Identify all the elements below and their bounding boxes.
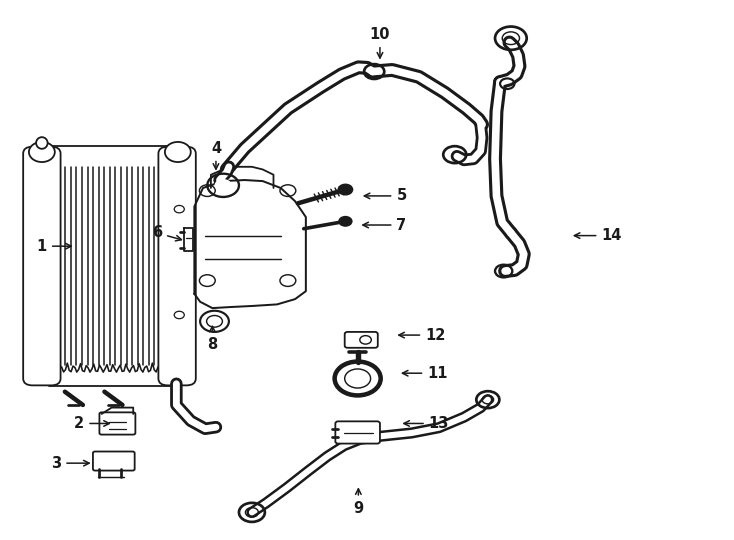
Text: 4: 4 xyxy=(211,141,221,169)
Text: 5: 5 xyxy=(364,188,407,204)
Text: 3: 3 xyxy=(51,456,89,471)
Text: 14: 14 xyxy=(574,228,622,243)
Text: 8: 8 xyxy=(207,326,217,352)
FancyBboxPatch shape xyxy=(159,147,196,386)
FancyBboxPatch shape xyxy=(345,332,378,348)
FancyBboxPatch shape xyxy=(99,413,135,435)
Text: 11: 11 xyxy=(402,366,448,381)
Text: 10: 10 xyxy=(370,27,390,58)
Text: 7: 7 xyxy=(363,218,407,233)
Ellipse shape xyxy=(165,142,191,162)
Text: 12: 12 xyxy=(399,328,446,342)
Text: 9: 9 xyxy=(353,489,363,516)
Text: 2: 2 xyxy=(74,416,109,431)
FancyBboxPatch shape xyxy=(23,147,61,386)
Text: 13: 13 xyxy=(404,416,449,431)
Text: 1: 1 xyxy=(37,239,71,254)
Text: 6: 6 xyxy=(152,226,181,241)
FancyBboxPatch shape xyxy=(335,421,380,443)
Circle shape xyxy=(338,184,352,195)
Circle shape xyxy=(339,217,352,226)
Ellipse shape xyxy=(36,137,48,149)
Circle shape xyxy=(214,179,232,192)
FancyBboxPatch shape xyxy=(93,451,134,470)
Ellipse shape xyxy=(29,142,55,162)
